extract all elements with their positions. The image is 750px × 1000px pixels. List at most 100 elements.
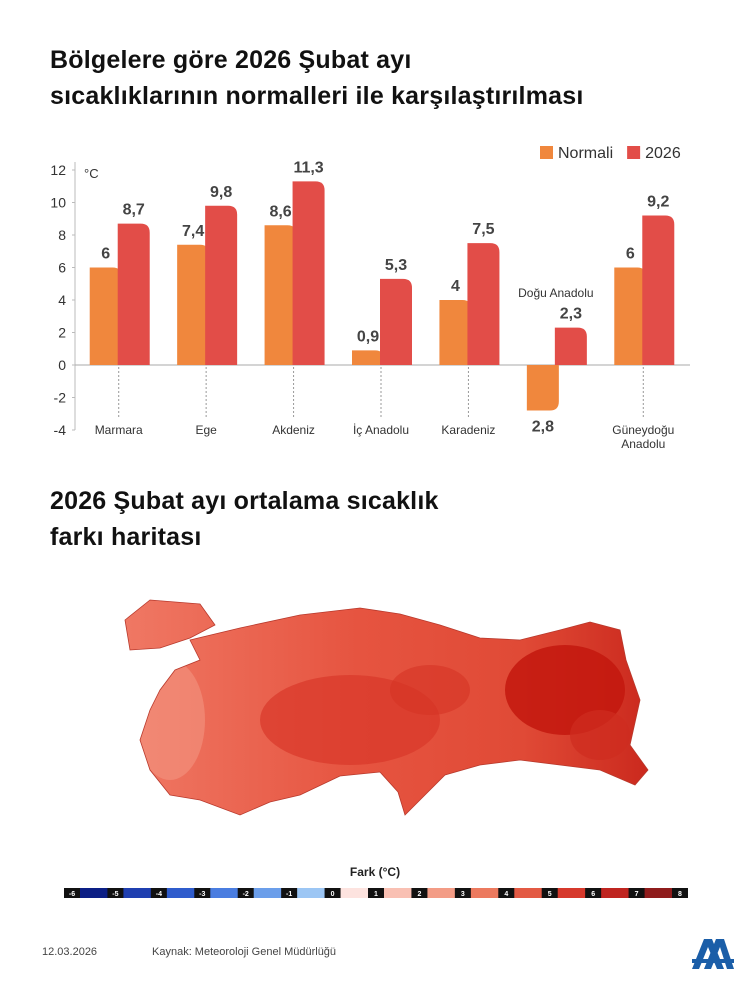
- chart-title: Bölgelere göre 2026 Şubat ayı sıcaklıkla…: [50, 46, 584, 110]
- bar: [467, 243, 500, 365]
- scale-tick-mark: [150, 888, 167, 898]
- value-label: 0,9: [357, 328, 379, 345]
- scale-segment: [332, 888, 376, 898]
- scale-segment: [115, 888, 159, 898]
- scale-tick-label: 4: [504, 891, 508, 898]
- scale-segment: [202, 888, 246, 898]
- scale-tick-label: 3: [461, 891, 465, 898]
- bar: [642, 215, 675, 365]
- scale-tick-mark: [498, 888, 515, 898]
- y-tick-label: 12: [50, 162, 66, 178]
- scale-segment: [506, 888, 550, 898]
- x-tick-label: Karadeniz: [441, 423, 496, 437]
- x-tick-label: Akdeniz: [272, 423, 315, 437]
- x-tick-label: Ege: [195, 423, 217, 437]
- value-label: 8,7: [123, 202, 145, 219]
- bar: [177, 244, 210, 365]
- y-tick-label: 2: [58, 325, 66, 341]
- x-tick-label-box: Akdeniz: [272, 423, 315, 437]
- x-tick-label-box: Marmara: [94, 423, 143, 437]
- scale-tick-mark: [107, 888, 124, 898]
- bar: [352, 350, 384, 365]
- scale-tick-mark: [628, 888, 645, 898]
- y-tick-label: 4: [58, 292, 66, 308]
- value-label: 8,6: [269, 203, 291, 220]
- scale-tick-label: 7: [635, 891, 639, 898]
- y-tick-label: 6: [58, 260, 66, 276]
- x-tick-label: Marmara: [94, 423, 143, 437]
- y-tick-label: 8: [58, 227, 66, 243]
- scale-tick-label: 8: [678, 891, 682, 898]
- scale-segment: [549, 888, 594, 898]
- legend-label: Normali: [558, 145, 613, 162]
- scale-segment: [636, 888, 680, 898]
- scale-tick-mark: [324, 888, 341, 898]
- scale-tick-mark: [585, 888, 602, 898]
- scale-tick-label: -2: [243, 891, 249, 898]
- scale-tick-label: -3: [199, 891, 205, 898]
- scale-segment: [462, 888, 507, 898]
- bar: [554, 327, 587, 365]
- bar: [205, 205, 238, 365]
- scale-tick-mark: [541, 888, 558, 898]
- x-tick-label-box: İç Anadolu: [352, 423, 410, 437]
- scale-tick-label: -4: [156, 891, 162, 898]
- bar: [380, 278, 412, 365]
- value-label: 5,3: [385, 257, 407, 274]
- scale-tick-label: 6: [591, 891, 595, 898]
- value-label: 9,2: [647, 194, 669, 211]
- scale-tick-label: 1: [374, 891, 378, 898]
- y-axis-unit: °C: [84, 166, 99, 181]
- value-label: 4: [451, 278, 460, 295]
- x-tick-label-box: Ege: [195, 423, 217, 437]
- scale-segment: [419, 888, 463, 898]
- map-outline: [124, 599, 649, 816]
- scale-tick-mark: [194, 888, 211, 898]
- scale-tick-label: -5: [112, 891, 118, 898]
- scale-tick-mark: [411, 888, 428, 898]
- legend-swatch: [540, 146, 553, 159]
- bar: [89, 267, 122, 365]
- map-title: 2026 Şubat ayı ortalama sıcaklık farkı h…: [50, 487, 439, 551]
- value-label: 6: [101, 246, 110, 263]
- value-label: 6: [626, 246, 635, 263]
- scale-tick-label: 5: [548, 891, 552, 898]
- scale-tick-mark: [454, 888, 471, 898]
- scale-tick-label: 2: [417, 891, 421, 898]
- value-label: 7,5: [472, 221, 494, 238]
- value-label: 2,8: [532, 419, 554, 436]
- x-tick-label-box: Karadeniz: [441, 423, 496, 437]
- scale-tick-mark: [281, 888, 298, 898]
- scale-segment: [593, 888, 637, 898]
- scale-segment: [72, 888, 116, 898]
- x-tick-label: Doğu Anadolu: [518, 285, 594, 300]
- scale-tick-label: -1: [286, 891, 292, 898]
- scale-tick-label: 0: [331, 891, 335, 898]
- legend-swatch: [627, 146, 641, 159]
- value-label: 11,3: [293, 159, 323, 176]
- x-tick-label: İç Anadolu: [352, 423, 410, 437]
- scale-segment: [289, 888, 333, 898]
- bar: [292, 181, 325, 365]
- bar: [526, 365, 559, 411]
- aa-logo: [692, 939, 734, 969]
- scale-tick-mark: [64, 888, 80, 898]
- scale-segment: [245, 888, 290, 898]
- x-tick-label-box: Güneydoğu Anadolu: [612, 423, 675, 451]
- bar: [439, 300, 472, 365]
- scale-segment: [376, 888, 420, 898]
- map: [124, 599, 649, 816]
- scale-segment: [158, 888, 203, 898]
- value-label: 7,4: [182, 223, 204, 240]
- footer-source: Kaynak: Meteoroloji Genel Müdürlüğü: [152, 946, 336, 958]
- scale-title: Fark (°C): [350, 865, 400, 879]
- x-tick-label: Güneydoğu Anadolu: [612, 423, 675, 451]
- scale-tick-mark: [672, 888, 688, 898]
- bar: [614, 267, 647, 365]
- x-tick-label-box: Doğu Anadolu: [518, 285, 594, 300]
- value-label: 2,3: [560, 306, 582, 323]
- y-tick-label: 10: [50, 195, 66, 211]
- value-label: 9,8: [210, 184, 232, 201]
